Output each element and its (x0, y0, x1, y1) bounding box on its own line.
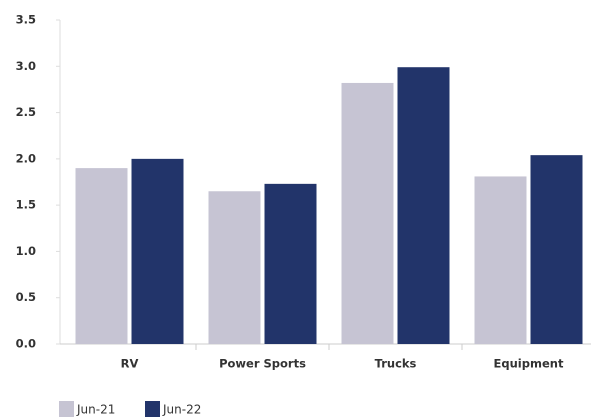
bar (397, 67, 450, 344)
y-tick-label: 3.0 (16, 59, 36, 73)
y-tick-label: 0.0 (16, 337, 36, 351)
bar (530, 155, 583, 344)
y-tick-label: 3.5 (16, 13, 36, 27)
bar (341, 82, 394, 344)
bar (75, 168, 128, 344)
x-tick-label: RV (121, 357, 139, 371)
legend-swatch (59, 401, 74, 417)
legend-label: Jun-21 (76, 403, 115, 417)
x-tick-label: Power Sports (219, 357, 306, 371)
bar (264, 183, 317, 344)
y-tick-label: 2.5 (16, 105, 36, 119)
y-tick-label: 0.5 (16, 290, 36, 304)
y-tick-label: 1.5 (16, 198, 36, 212)
legend-label: Jun-22 (162, 403, 201, 417)
bar (131, 158, 184, 344)
x-tick-label: Equipment (494, 357, 564, 371)
y-tick-label: 1.0 (16, 244, 36, 258)
x-tick-label: Trucks (375, 357, 417, 371)
y-tick-label: 2.0 (16, 151, 36, 165)
bar (474, 176, 527, 344)
legend-swatch (145, 401, 160, 417)
bar (208, 191, 261, 344)
